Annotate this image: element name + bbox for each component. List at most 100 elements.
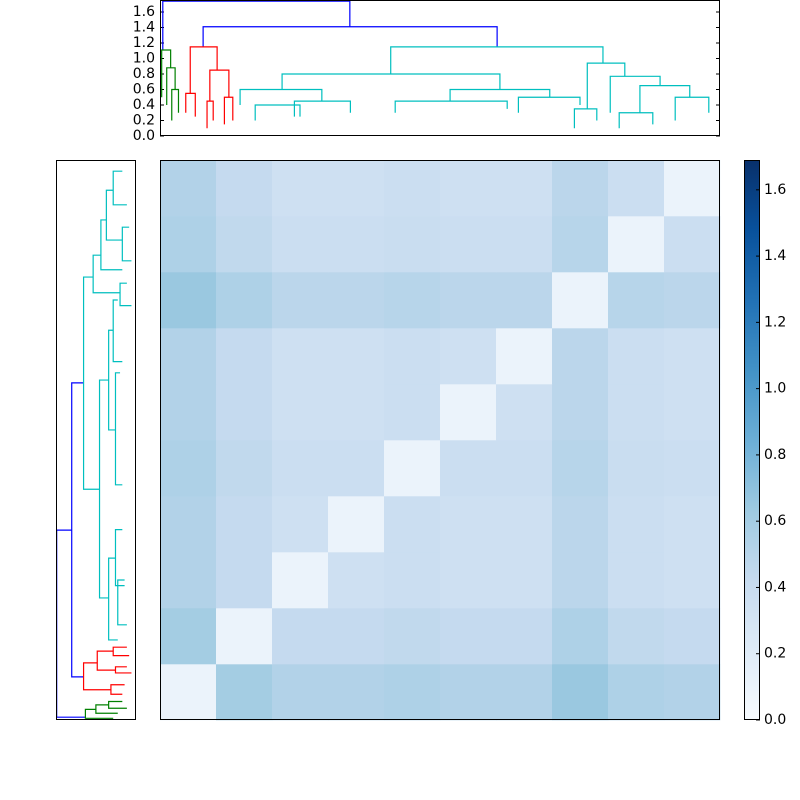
left-dendrogram-link: [114, 372, 123, 486]
left-dendrogram-link: [96, 650, 116, 671]
heatmap-cell: [664, 272, 721, 329]
heatmap-cell: [328, 608, 385, 665]
y-tick-label: 0.6: [133, 82, 155, 98]
y-tick-label: 1.6: [133, 4, 155, 20]
heatmap-frame: [160, 160, 720, 720]
heatmap-cell: [384, 216, 441, 273]
heatmap-cell: [552, 384, 609, 441]
heatmap-cell: [552, 664, 609, 721]
heatmap-cell: [608, 552, 665, 609]
heatmap-cell: [216, 664, 273, 721]
heatmap-cell: [384, 608, 441, 665]
heatmap-cell: [608, 328, 665, 385]
heatmap-cell: [328, 216, 385, 273]
colorbar: [744, 160, 760, 720]
heatmap-cell: [496, 664, 553, 721]
left-dendrogram-link: [108, 329, 116, 431]
heatmap-cell: [216, 496, 273, 553]
top-dendrogram-link: [254, 104, 301, 121]
heatmap-cell: [216, 328, 273, 385]
heatmap-cell: [160, 216, 217, 273]
heatmap-cell: [608, 496, 665, 553]
heatmap-cell: [608, 384, 665, 441]
heatmap-cell: [328, 552, 385, 609]
heatmap-cell: [272, 552, 329, 609]
heatmap-cell: [552, 496, 609, 553]
top-dendrogram-link: [573, 108, 598, 129]
colorbar-tick-label: 0.6: [764, 513, 786, 529]
heatmap-cell: [216, 608, 273, 665]
colorbar-tick-label: 1.6: [764, 182, 786, 198]
heatmap-cell: [608, 272, 665, 329]
heatmap-cell: [496, 160, 553, 217]
heatmap-cell: [664, 328, 721, 385]
heatmap-cell: [496, 440, 553, 497]
heatmap-cell: [216, 552, 273, 609]
left-dendrogram-link: [121, 226, 132, 262]
y-tick-label: 1.0: [133, 51, 155, 67]
heatmap-cell: [552, 552, 609, 609]
left-dendrogram-link: [108, 700, 127, 709]
heatmap-cell: [440, 608, 497, 665]
top-dendrogram-link: [281, 73, 501, 90]
left-dendrogram-link: [112, 646, 130, 657]
heatmap-cell: [608, 608, 665, 665]
heatmap-cell: [496, 272, 553, 329]
heatmap-cell: [608, 160, 665, 217]
heatmap-cell: [216, 160, 273, 217]
heatmap-cell: [440, 160, 497, 217]
top-dendrogram-link: [189, 46, 218, 94]
heatmap-cell: [328, 272, 385, 329]
colorbar-tick-label: 0.8: [764, 447, 786, 463]
heatmap-cell: [216, 216, 273, 273]
heatmap-cell: [328, 440, 385, 497]
heatmap-cell: [608, 664, 665, 721]
left-dendrogram-link: [108, 557, 118, 641]
heatmap-cell: [552, 272, 609, 329]
heatmap-cell: [440, 384, 497, 441]
heatmap-cell: [216, 272, 273, 329]
heatmap-cell: [496, 552, 553, 609]
heatmap-cell: [664, 216, 721, 273]
heatmap-cell: [328, 328, 385, 385]
top-dendrogram-link: [394, 100, 508, 113]
top-dendrogram-link: [171, 88, 180, 121]
top-dendrogram-link: [639, 85, 691, 113]
heatmap-cell: [664, 384, 721, 441]
heatmap-cell: [384, 272, 441, 329]
heatmap-cell: [440, 216, 497, 273]
heatmap-cell: [160, 160, 217, 217]
heatmap-cell: [440, 328, 497, 385]
heatmap-cell: [160, 664, 217, 721]
heatmap-cell: [272, 608, 329, 665]
heatmap-cell: [160, 328, 217, 385]
heatmap-cell: [384, 664, 441, 721]
heatmap-cell: [552, 216, 609, 273]
colorbar-tick-label: 1.2: [764, 314, 786, 330]
heatmap-cell: [272, 272, 329, 329]
heatmap-cell: [664, 552, 721, 609]
colorbar-tick-label: 0.0: [764, 712, 786, 728]
top-dendrogram-link: [161, 49, 172, 98]
colorbar-tick-label: 1.4: [764, 248, 786, 264]
top-dendrogram-link: [618, 112, 654, 129]
heatmap-cell: [440, 440, 497, 497]
top-dendrogram-link: [202, 26, 498, 47]
heatmap-cell: [272, 664, 329, 721]
heatmap-cell: [440, 272, 497, 329]
top-dendrogram-link: [674, 96, 710, 121]
heatmap-cell: [272, 384, 329, 441]
left-dendrogram-link: [95, 704, 118, 714]
left-dendrogram-link: [100, 219, 123, 271]
left-dendrogram-link: [117, 579, 127, 626]
heatmap-cell: [328, 160, 385, 217]
plot-layer: 0.00.20.40.60.81.01.21.41.60.00.20.40.60…: [56, 0, 786, 728]
left-dendrogram-link: [56, 529, 86, 718]
heatmap-cell: [384, 552, 441, 609]
y-tick-label: 1.4: [133, 20, 155, 36]
heatmap-cell: [664, 664, 721, 721]
left-dendrogram-link: [82, 276, 100, 490]
heatmap-cell: [608, 216, 665, 273]
top-dendrogram-link: [517, 96, 581, 113]
